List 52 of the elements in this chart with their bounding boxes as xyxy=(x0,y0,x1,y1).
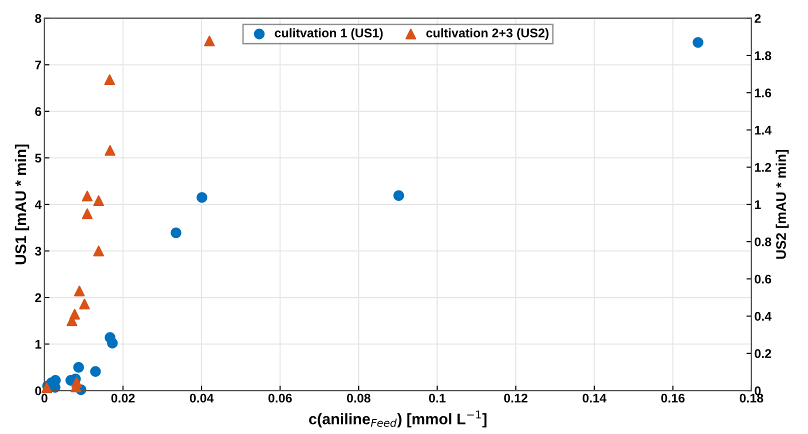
y-tick-label: 0 xyxy=(35,386,42,396)
point xyxy=(90,366,101,377)
y-tick-label: 2 xyxy=(35,293,42,302)
y-tick-label: 4 xyxy=(34,200,42,209)
y2-axis-title: US2 [mAU * min] xyxy=(776,150,789,259)
point xyxy=(170,227,182,238)
y2-tick-label: 2 xyxy=(754,14,761,23)
point xyxy=(104,74,115,86)
point xyxy=(69,308,80,320)
legend-label: culitvation 1 (US1) xyxy=(274,28,383,40)
point xyxy=(196,192,208,203)
y2-tick-label: 0.4 xyxy=(754,312,772,321)
x-tick-label: 0.08 xyxy=(346,394,370,403)
y2-tick-label: 1.4 xyxy=(755,126,772,134)
point xyxy=(82,190,93,202)
point xyxy=(93,246,104,256)
legend-label: cultivation 2+3 (US2) xyxy=(426,28,548,40)
y-tick-label: 1 xyxy=(36,340,42,349)
point xyxy=(107,338,118,348)
y2-tick-label: 0.2 xyxy=(754,349,772,358)
y2-tick-label: 0.8 xyxy=(754,237,772,246)
point xyxy=(73,362,84,373)
y2-tick-label: 1.2 xyxy=(755,162,772,172)
x-tick-label: 0.02 xyxy=(111,394,135,403)
point xyxy=(204,36,215,46)
y2-tick-label: 1.6 xyxy=(755,88,772,98)
point xyxy=(79,298,90,310)
x-tick-label: 0.12 xyxy=(504,394,528,403)
x-tick-label: 0.14 xyxy=(582,394,606,403)
point xyxy=(82,208,93,220)
y2-tick-label: 1 xyxy=(755,200,761,209)
y-tick-label: 7 xyxy=(35,60,42,70)
y-axis-title: US1 [mAU * min] xyxy=(14,144,30,264)
x-tick-label: 0.18 xyxy=(740,394,764,403)
y-tick-label: 8 xyxy=(35,14,42,23)
y2-tick-label: 0.6 xyxy=(754,274,772,284)
point xyxy=(393,190,404,201)
point xyxy=(71,376,82,388)
x-axis-title: c(aniline$_{Feed}$) [mmol L$^{−1}$] xyxy=(309,410,486,428)
y2-tick-label: 0 xyxy=(754,386,761,396)
point xyxy=(74,286,85,296)
point xyxy=(93,195,104,206)
y2-tick-label: 1.8 xyxy=(755,51,772,60)
point xyxy=(104,145,116,156)
x-tick-label: 0.06 xyxy=(268,394,292,403)
y-tick-label: 5 xyxy=(35,154,42,163)
y-tick-label: 3 xyxy=(35,246,42,256)
y-tick-label: 6 xyxy=(35,107,42,116)
x-tick-label: 0.04 xyxy=(190,394,214,403)
point xyxy=(692,37,704,48)
x-tick-label: 0.16 xyxy=(661,394,685,403)
x-tick-label: 0.1 xyxy=(429,394,446,403)
